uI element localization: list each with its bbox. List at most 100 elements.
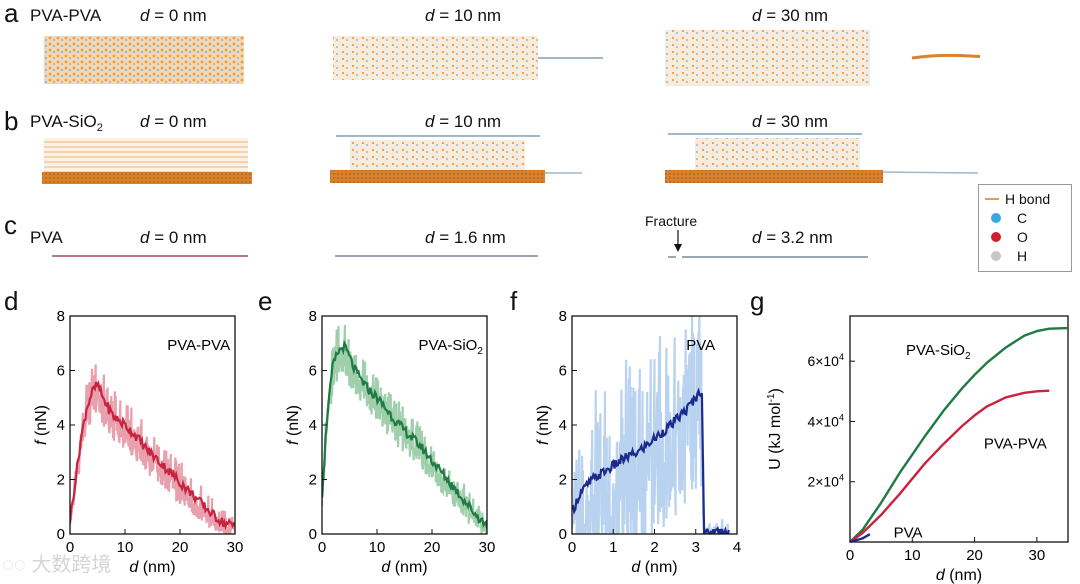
x-tick-label: 10 bbox=[117, 539, 134, 556]
series-line-0 bbox=[849, 326, 1069, 543]
pva-pva-d0-slab bbox=[44, 36, 244, 84]
atom-legend: H bond C O H bbox=[978, 184, 1072, 272]
y-tick-label: 4 bbox=[309, 417, 317, 434]
y-tick-label: 0 bbox=[57, 526, 65, 543]
series-line-2 bbox=[849, 533, 871, 544]
y-tick-label: 8 bbox=[309, 308, 317, 325]
x-tick-label: 20 bbox=[424, 539, 441, 556]
pva-sio2-d30-film bbox=[695, 138, 860, 170]
panel-b-label: b bbox=[4, 106, 19, 136]
x-tick-label: 30 bbox=[227, 539, 244, 556]
oxygen-dot-icon bbox=[991, 232, 1001, 242]
pva-sio2-d30-silica bbox=[665, 170, 883, 183]
series-line-1 bbox=[849, 389, 1050, 543]
legend-carbon: C bbox=[991, 210, 1027, 226]
x-axis-label: d (nm) bbox=[936, 567, 982, 584]
x-tick-label: 30 bbox=[479, 539, 496, 556]
series-label-pva: PVA bbox=[894, 524, 923, 541]
pva-pva-d10-slab bbox=[333, 36, 538, 80]
x-tick-label: 4 bbox=[733, 539, 741, 556]
force-band bbox=[70, 364, 235, 534]
y-tick-label: 8 bbox=[57, 308, 65, 325]
pva-sio2-d0-layers bbox=[44, 138, 248, 172]
watermark: ◌◌ 大数跨境 bbox=[2, 554, 112, 576]
legend-hbond: H bond bbox=[985, 191, 1050, 207]
y-tick-label: 0 bbox=[309, 526, 317, 543]
row-c-d1-label: d = 1.6 nm bbox=[425, 228, 506, 247]
chart-g: 0 10 20 30 2×104 4×104 6×104 d (nm) U (kJ mol-1)… bbox=[766, 315, 1069, 584]
y-tick-label: 4×104 bbox=[807, 412, 844, 429]
x-tick-label: 3 bbox=[692, 539, 700, 556]
y-tick-label: 6 bbox=[309, 363, 317, 380]
x-tick-label: 0 bbox=[318, 539, 326, 556]
row-c-d0-label: d = 0 nm bbox=[140, 228, 207, 247]
force-mean-line bbox=[572, 387, 730, 534]
force-mean-line bbox=[322, 339, 487, 529]
hydrogen-dot-icon bbox=[991, 251, 1001, 261]
chart-e: 0 10 20 30 0 2 4 6 8 d (nm) f (nN) PVA-SiO2 bbox=[285, 308, 496, 576]
x-tick-label: 2 bbox=[650, 539, 658, 556]
row-b-d1-label: d = 10 nm bbox=[425, 112, 502, 131]
legend-oxygen: O bbox=[991, 229, 1028, 245]
x-tick-label: 0 bbox=[66, 539, 74, 556]
force-mean-line bbox=[70, 379, 235, 531]
legend-hydrogen: H bbox=[991, 248, 1027, 264]
row-c-d2-label: d = 3.2 nm bbox=[752, 228, 833, 247]
x-tick-label: 20 bbox=[966, 547, 983, 564]
pva-pva-d30-slab bbox=[665, 30, 870, 86]
y-tick-label: 4 bbox=[559, 417, 567, 434]
panel-g-label: g bbox=[750, 286, 765, 316]
row-a-d2-label: d = 30 nm bbox=[752, 6, 829, 25]
pva-sio2-d10-silica bbox=[330, 170, 545, 183]
y-tick-label: 8 bbox=[559, 308, 567, 325]
chart-title: PVA bbox=[686, 337, 715, 354]
x-tick-label: 10 bbox=[369, 539, 386, 556]
y-tick-label: 0 bbox=[559, 526, 567, 543]
carbon-dot-icon bbox=[991, 213, 1001, 223]
y-tick-label: 2 bbox=[559, 472, 567, 489]
panel-d-label: d bbox=[4, 286, 19, 316]
x-tick-label: 10 bbox=[904, 547, 921, 564]
x-tick-label: 0 bbox=[568, 539, 576, 556]
row-c-title: PVA bbox=[30, 228, 63, 247]
y-tick-label: 6 bbox=[57, 363, 65, 380]
panel-c-label: c bbox=[4, 210, 17, 240]
pva-sio2-d10-film bbox=[350, 140, 525, 170]
row-a-d1-label: d = 10 nm bbox=[425, 6, 502, 25]
chart-title: PVA-PVA bbox=[167, 337, 230, 354]
chart-title: PVA-SiO2 bbox=[418, 337, 483, 357]
series-label-pva-sio2: PVA-SiO2 bbox=[906, 342, 971, 362]
row-b-d0-label: d = 0 nm bbox=[140, 112, 207, 131]
y-axis-label: f (nN) bbox=[535, 405, 552, 445]
row-b-title: PVA-SiO2 bbox=[30, 112, 103, 134]
chart-d: 0 10 20 30 0 2 4 6 8 d (nm) f (nN) PVA-PVA bbox=[33, 308, 244, 576]
y-axis-label: f (nN) bbox=[285, 405, 302, 445]
x-axis-label: d (nm) bbox=[631, 559, 677, 576]
y-tick-label: 4 bbox=[57, 417, 65, 434]
series-label-pva-pva: PVA-PVA bbox=[984, 436, 1047, 453]
x-tick-label: 1 bbox=[609, 539, 617, 556]
y-tick-label: 6 bbox=[559, 363, 567, 380]
panel-e-label: e bbox=[258, 286, 273, 316]
plot-frame bbox=[849, 315, 1069, 543]
pva-sio2-d0-silica bbox=[42, 172, 252, 184]
pva-pva-d30-free-chain bbox=[911, 53, 980, 60]
fracture-arrow-head bbox=[674, 244, 682, 252]
x-axis-label: d (nm) bbox=[129, 559, 175, 576]
y-axis-label: U (kJ mol-1) bbox=[766, 388, 784, 470]
pva-sio2-d30-pulled-chain bbox=[882, 171, 979, 174]
y-tick-label: 2 bbox=[309, 472, 317, 489]
y-tick-label: 6×104 bbox=[807, 352, 844, 369]
x-tick-label: 20 bbox=[172, 539, 189, 556]
y-tick-label: 2×104 bbox=[807, 473, 844, 490]
row-b-d2-label: d = 30 nm bbox=[752, 112, 829, 131]
row-a-d0-label: d = 0 nm bbox=[140, 6, 207, 25]
hbond-swatch bbox=[985, 198, 999, 200]
panel-f-label: f bbox=[510, 286, 518, 316]
panel-a-label: a bbox=[4, 0, 19, 28]
y-axis-label: f (nN) bbox=[33, 405, 50, 445]
y-tick-label: 2 bbox=[57, 472, 65, 489]
x-tick-label: 30 bbox=[1029, 547, 1046, 564]
row-a-title: PVA-PVA bbox=[30, 6, 102, 25]
md-snapshots bbox=[42, 30, 980, 258]
